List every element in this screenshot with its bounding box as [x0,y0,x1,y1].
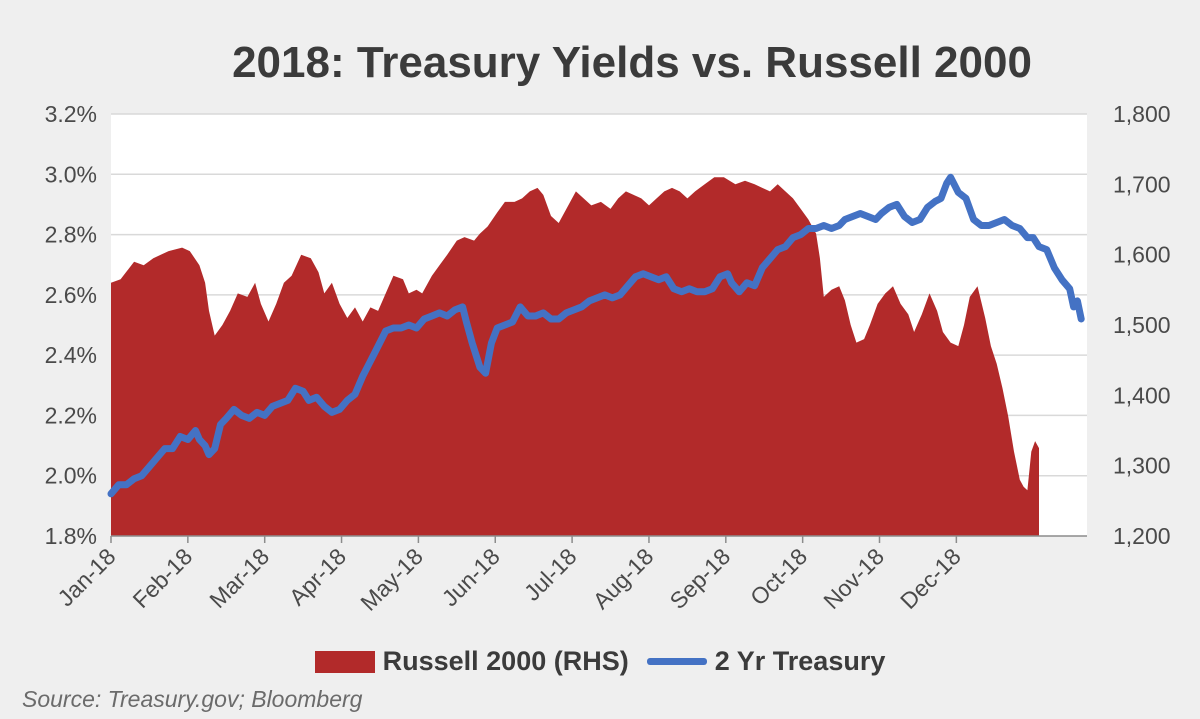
y-left-tick-label: 2.6% [45,282,97,308]
y-right-tick-label: 1,700 [1113,171,1171,197]
source-note: Source: Treasury.gov; Bloomberg [22,686,363,712]
y-right-tick-label: 1,200 [1113,523,1171,549]
legend-swatch-treasury [646,658,707,665]
x-tick-label: Feb-18 [127,543,197,613]
x-tick-label: Dec-18 [895,543,966,614]
y-left-tick-label: 1.8% [45,523,97,549]
treasury-line-layer [107,173,1085,498]
legend-swatch-russell [314,650,375,673]
x-tick-label: Sep-18 [665,543,736,614]
y-right-tick-label: 1,400 [1113,382,1171,408]
y-left-tick-label: 3.2% [45,101,97,127]
y-right-tick-label: 1,600 [1113,242,1171,268]
x-tick-label: Jul-18 [519,543,582,606]
legend-item-treasury: 2 Yr Treasury [646,646,886,677]
y-right-tick-label: 1,800 [1113,101,1171,127]
x-tick-label: Apr-18 [284,543,351,610]
legend-label-russell: Russell 2000 (RHS) [382,646,629,676]
y-left-tick-label: 2.2% [45,402,97,428]
russell-area-layer [111,177,1039,537]
y-right-tick-label: 1,300 [1113,453,1171,479]
x-tick-label: Aug-18 [588,543,659,614]
legend-label-treasury: 2 Yr Treasury [714,646,886,676]
x-tick-label: Jan-18 [52,543,120,611]
y-right-tick-label: 1,500 [1113,312,1171,338]
chart-title: 2018: Treasury Yields vs. Russell 2000 [232,38,1032,87]
legend: Russell 2000 (RHS) 2 Yr Treasury [0,646,1200,677]
y-left-tick-label: 2.0% [45,463,97,489]
x-tick-label: Mar-18 [204,543,274,613]
y-left-tick-label: 2.4% [45,342,97,368]
treasury-line [107,173,1085,498]
russell-area [111,177,1039,537]
y-left-tick-label: 3.0% [45,161,97,187]
legend-item-russell: Russell 2000 (RHS) [314,646,629,677]
x-tick-label: Oct-18 [745,543,812,610]
x-tick-label: May-18 [355,543,428,616]
y-left-tick-label: 2.8% [45,222,97,248]
x-tick-label: Jun-18 [437,543,505,611]
x-tick-label: Nov-18 [818,543,889,614]
